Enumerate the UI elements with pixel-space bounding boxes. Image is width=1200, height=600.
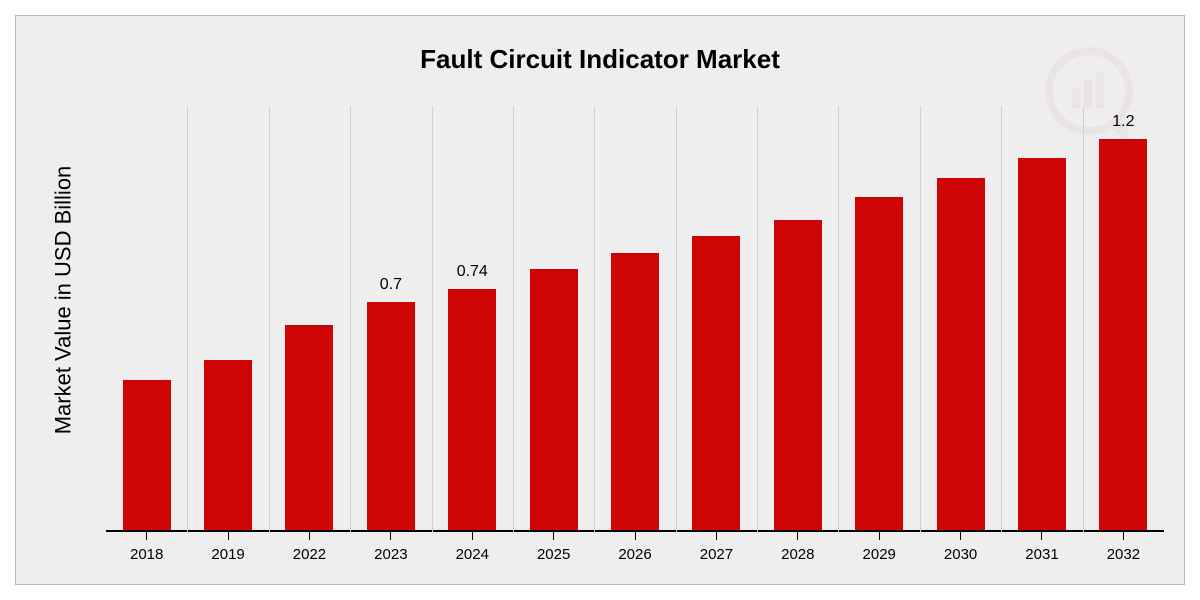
grid-line [838, 106, 839, 532]
tick-mark [797, 532, 798, 540]
x-tick-label: 2023 [374, 546, 407, 563]
x-tick-label: 2019 [211, 546, 244, 563]
tick-mark [635, 532, 636, 540]
grid-line [1001, 106, 1002, 532]
tick-mark [553, 532, 554, 540]
bar-slot [187, 106, 268, 530]
bar [611, 253, 659, 530]
bar-slot [839, 106, 920, 530]
x-tick: 2027 [676, 532, 757, 584]
bar-slot [1001, 106, 1082, 530]
grid-line [513, 106, 514, 532]
bar-slot [920, 106, 1001, 530]
bar [692, 236, 740, 530]
bar-slot: 1.2 [1083, 106, 1164, 530]
bar-slot [269, 106, 350, 530]
bar-slot [757, 106, 838, 530]
x-tick-label: 2031 [1025, 546, 1058, 563]
x-tick-label: 2026 [618, 546, 651, 563]
bar [123, 380, 171, 530]
grid-line [920, 106, 921, 532]
tick-mark [146, 532, 147, 540]
x-tick: 2025 [513, 532, 594, 584]
x-tick: 2031 [1001, 532, 1082, 584]
bar [855, 197, 903, 530]
x-tick-label: 2024 [456, 546, 489, 563]
bar-slot: 0.7 [350, 106, 431, 530]
x-tick-label: 2032 [1107, 546, 1140, 563]
bar-slot [676, 106, 757, 530]
bar [774, 220, 822, 530]
x-tick-label: 2022 [293, 546, 326, 563]
x-tick: 2023 [350, 532, 431, 584]
tick-mark [228, 532, 229, 540]
grid-line [594, 106, 595, 532]
bars-container: 0.7 0.74 1.2 [106, 106, 1164, 530]
grid-line [350, 106, 351, 532]
bar-slot [513, 106, 594, 530]
grid-line [676, 106, 677, 532]
grid-line [432, 106, 433, 532]
x-tick: 2030 [920, 532, 1001, 584]
grid-line [757, 106, 758, 532]
bar [530, 269, 578, 530]
grid-line [1083, 106, 1084, 532]
x-tick-label: 2030 [944, 546, 977, 563]
chart-title: Fault Circuit Indicator Market [16, 44, 1184, 75]
grid-line [187, 106, 188, 532]
x-tick: 2026 [594, 532, 675, 584]
x-axis: 2018 2019 2022 2023 2024 2025 2026 2027 2028 2029… [106, 532, 1164, 584]
bar-slot [106, 106, 187, 530]
x-tick-label: 2029 [863, 546, 896, 563]
bar [448, 289, 496, 530]
bar [204, 360, 252, 530]
bar-slot [594, 106, 675, 530]
grid-line [269, 106, 270, 532]
bar [1018, 158, 1066, 530]
tick-mark [879, 532, 880, 540]
x-tick: 2032 [1083, 532, 1164, 584]
y-axis-label: Market Value in USD Billion [50, 166, 76, 435]
tick-mark [960, 532, 961, 540]
tick-mark [716, 532, 717, 540]
x-tick: 2028 [757, 532, 838, 584]
plot-area: 0.7 0.74 1.2 [106, 106, 1164, 532]
x-tick: 2024 [432, 532, 513, 584]
tick-mark [1041, 532, 1042, 540]
bar [1099, 139, 1147, 530]
bar-value-label: 0.7 [380, 276, 402, 296]
tick-mark [390, 532, 391, 540]
tick-mark [309, 532, 310, 540]
bar-value-label: 1.2 [1112, 113, 1134, 133]
x-tick: 2019 [187, 532, 268, 584]
bar [937, 178, 985, 530]
bar [285, 325, 333, 530]
bar [367, 302, 415, 530]
x-tick: 2029 [839, 532, 920, 584]
x-tick-label: 2028 [781, 546, 814, 563]
bar-value-label: 0.74 [457, 263, 488, 283]
x-tick: 2022 [269, 532, 350, 584]
x-tick-label: 2025 [537, 546, 570, 563]
x-tick-label: 2027 [700, 546, 733, 563]
x-tick: 2018 [106, 532, 187, 584]
y-axis-label-wrap: Market Value in USD Billion [48, 16, 78, 584]
chart-frame: Fault Circuit Indicator Market Market Va… [15, 15, 1185, 585]
x-tick-label: 2018 [130, 546, 163, 563]
tick-mark [472, 532, 473, 540]
bar-slot: 0.74 [432, 106, 513, 530]
tick-mark [1123, 532, 1124, 540]
